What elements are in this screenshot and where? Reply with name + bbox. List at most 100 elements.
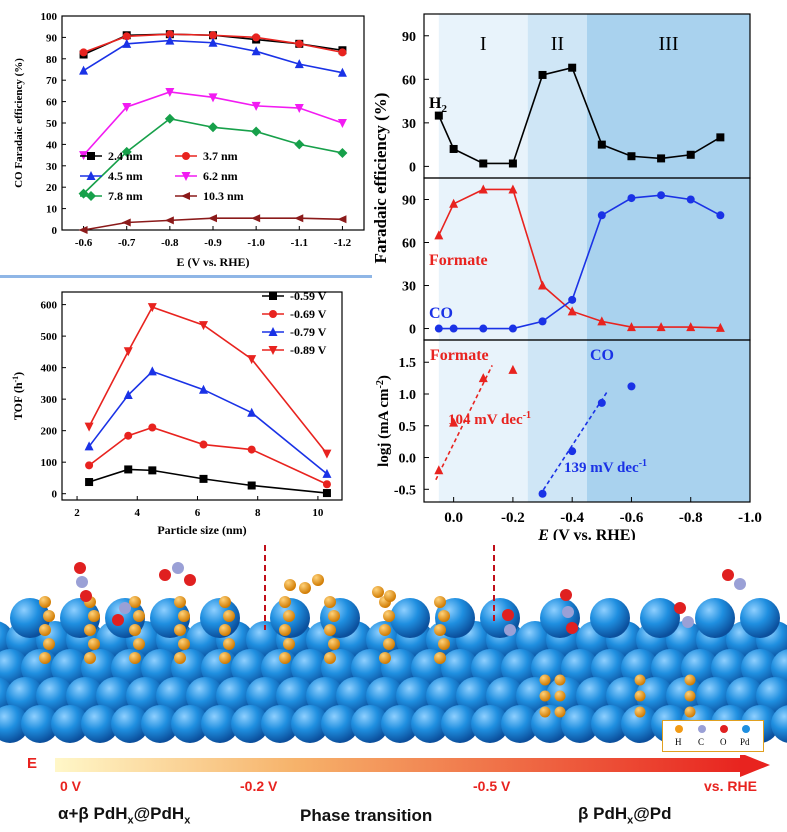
fe-y-axis-label: Faradaic efficiency (%): [372, 93, 390, 264]
pd-atom: [501, 649, 539, 687]
h-atom: [223, 610, 235, 622]
h-atom: [438, 638, 450, 650]
y-tick-label: 200: [41, 426, 58, 438]
pd-atom: [51, 649, 89, 687]
data-point: [251, 126, 262, 137]
y-tick-label: 20: [46, 182, 58, 194]
pd-atom: [306, 677, 344, 715]
pd-atom: [636, 677, 674, 715]
data-point: [479, 324, 488, 333]
pd-atom: [591, 705, 629, 743]
h-atom: [684, 690, 696, 702]
x-tick-label: -0.6: [75, 237, 93, 249]
data-point: [208, 122, 218, 133]
pd-atom: [441, 649, 479, 687]
x-tick-label: -0.6: [620, 510, 644, 526]
adsorbate-atom: [184, 574, 196, 586]
pd-atom: [726, 677, 764, 715]
data-point: [251, 214, 261, 223]
y-tick-label: 90: [402, 194, 416, 209]
pd-atom: [321, 705, 359, 743]
legend-label: 2.4 nm: [108, 149, 143, 163]
phase-beta-text: β PdH: [578, 804, 628, 823]
legend-marker: [182, 152, 190, 160]
x-tick-label: -0.8: [161, 237, 179, 249]
arrow-head: [740, 755, 770, 777]
co-fe-panel: 0 10 20 30 40 50 60 70 80 90 100 -0.6 -0.7 -0.8 -0.9 -1…: [0, 0, 372, 275]
legend-label: 10.3 nm: [203, 189, 244, 203]
co-label: CO: [429, 305, 453, 322]
data-point: [79, 65, 89, 75]
data-point: [148, 423, 157, 432]
pd-atom: [606, 677, 644, 715]
phase-beta: β PdHx@Pd: [578, 804, 672, 826]
y-tick-label: 90: [46, 32, 58, 44]
x-tick-label: -0.7: [118, 237, 136, 249]
x-tick-label: 8: [255, 507, 261, 519]
adsorbate-atom: [80, 590, 92, 602]
y-tick-label: 1.0: [399, 388, 417, 403]
tafel-co-label: CO: [590, 347, 614, 364]
data-point: [716, 211, 725, 220]
data-point: [123, 347, 133, 357]
phase-alpha-beta: α+β PdHx@PdHx: [58, 804, 190, 826]
y-tick-label: 100: [41, 11, 58, 23]
data-point: [508, 324, 517, 333]
data-point: [538, 70, 547, 79]
h-atom: [539, 674, 551, 686]
pd-atom: [141, 649, 179, 687]
data-point: [597, 140, 606, 149]
y-axis-label: CO Faradaic efficiency (%): [13, 58, 25, 188]
legend-marker: [181, 172, 191, 181]
pd-atom: [621, 705, 659, 743]
adsorbate-atom: [674, 602, 686, 614]
data-point: [449, 198, 459, 208]
data-point: [686, 150, 695, 159]
h-atom: [554, 706, 566, 718]
data-point: [337, 147, 348, 158]
data-point: [449, 417, 459, 427]
data-point: [657, 154, 666, 163]
h-atom-gas: [372, 586, 384, 598]
co-faradaic-efficiency-chart: 0 10 20 30 40 50 60 70 80 90 100 -0.6 -0.7 -0.8 -0.9 -1…: [13, 11, 365, 269]
data-point: [479, 159, 488, 168]
data-point: [568, 63, 577, 72]
data-point: [337, 67, 347, 77]
y-tick-label: 100: [41, 457, 58, 469]
slope-annotation: 104 mV dec-1: [448, 410, 531, 428]
panel-frame: [423, 339, 751, 503]
data-point: [567, 306, 577, 316]
h-atom: [174, 652, 186, 664]
h-atom: [324, 596, 336, 608]
y-tick-label: 60: [402, 73, 416, 88]
pd-atom: [291, 649, 329, 687]
x-tick-label: -1.0: [247, 237, 265, 249]
pd-atom: [6, 677, 44, 715]
data-point: [148, 466, 157, 475]
phase-alpha-beta-text2: @PdH: [133, 804, 185, 823]
h-atom: [178, 610, 190, 622]
x-tick-label: -0.2: [501, 510, 525, 526]
data-point: [199, 321, 209, 331]
data-point: [85, 461, 94, 470]
adsorbate-atom: [74, 562, 86, 574]
legend-label: -0.79 V: [290, 325, 327, 339]
data-point: [147, 303, 157, 313]
series-line: [88, 468, 328, 494]
h-atom: [223, 638, 235, 650]
adsorbate-atom: [119, 602, 131, 614]
h-atom: [43, 638, 55, 650]
tof-panel: 0 100 200 300 400 500 600 2 4 6 8 10 Particle size (…: [0, 278, 372, 540]
legend-dot-o: [720, 725, 728, 733]
legend-label-pd: Pd: [740, 737, 750, 747]
h-atom: [279, 596, 291, 608]
h-atom: [634, 706, 646, 718]
h-atom: [684, 706, 696, 718]
tafel-formate-label: Formate: [430, 347, 489, 364]
legend-label-h: H: [675, 737, 682, 747]
element-legend: H C O Pd: [662, 720, 764, 752]
pd-atom: [66, 677, 104, 715]
region-label: II: [551, 33, 564, 55]
tick-0v: 0 V: [60, 778, 82, 794]
data-point: [208, 37, 218, 47]
